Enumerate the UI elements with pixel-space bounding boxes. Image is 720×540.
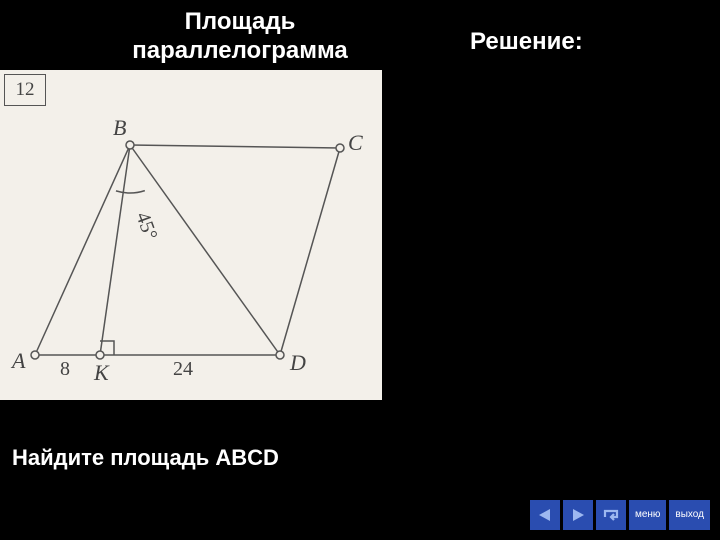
back-triangle-icon xyxy=(537,507,553,523)
svg-text:B: B xyxy=(113,115,126,140)
nav-return-button[interactable] xyxy=(596,500,626,530)
nav-bar: меню выход xyxy=(530,500,710,530)
figure-panel: 12 ABCDK45°824 xyxy=(0,70,382,400)
nav-back-button[interactable] xyxy=(530,500,560,530)
svg-text:A: A xyxy=(10,348,26,373)
svg-text:C: C xyxy=(348,130,363,155)
return-arrow-icon xyxy=(601,507,621,523)
svg-text:45°: 45° xyxy=(131,209,161,243)
question-text: Найдите площадь ABCD xyxy=(12,445,279,471)
svg-text:K: K xyxy=(93,360,110,385)
page-title: Площадь параллелограмма xyxy=(80,8,400,66)
nav-menu-button[interactable]: меню xyxy=(629,500,666,530)
nav-forward-button[interactable] xyxy=(563,500,593,530)
svg-text:D: D xyxy=(289,350,306,375)
forward-triangle-icon xyxy=(570,507,586,523)
svg-text:24: 24 xyxy=(173,358,193,380)
geometry-figure: A B C D K 45° 8 24 xyxy=(0,70,382,400)
svg-text:8: 8 xyxy=(60,358,70,380)
solution-heading: Решение: xyxy=(470,28,583,56)
nav-exit-button[interactable]: выход xyxy=(669,500,710,530)
